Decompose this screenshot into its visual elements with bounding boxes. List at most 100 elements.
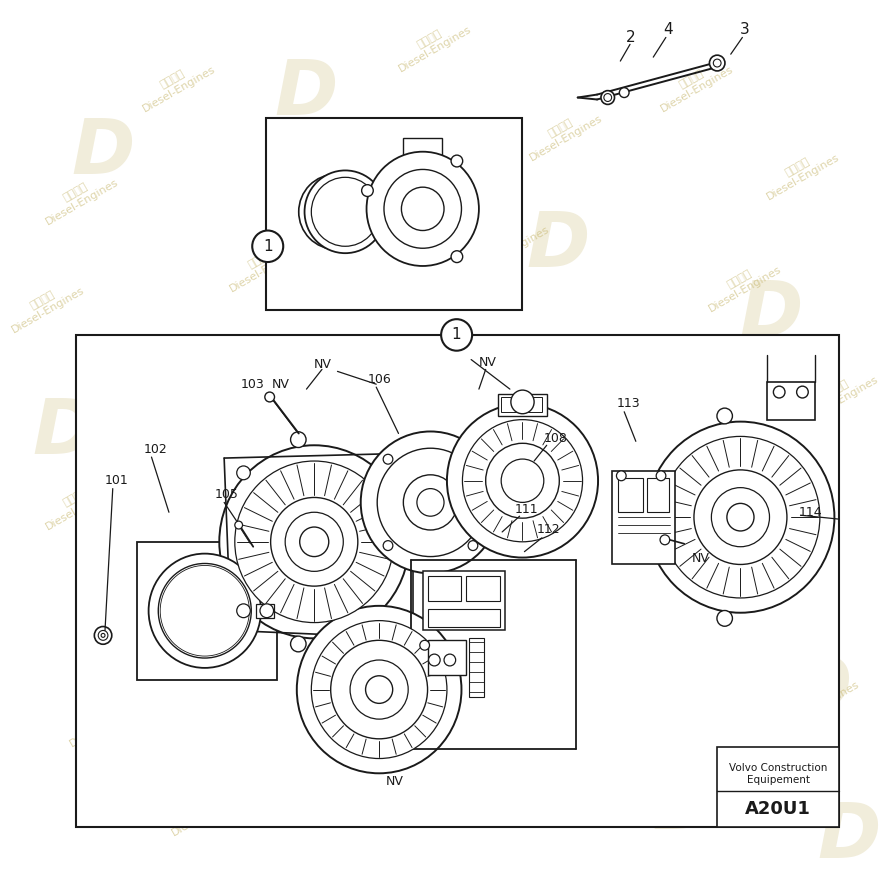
Bar [137, 542, 278, 680]
Circle shape [366, 676, 392, 703]
Bar [524, 397, 542, 411]
Bar [427, 576, 462, 601]
Circle shape [656, 470, 666, 481]
Text: 柴发动力
Diesel-Engines: 柴发动力 Diesel-Engines [289, 660, 372, 720]
Circle shape [271, 498, 358, 586]
Circle shape [235, 522, 243, 529]
Circle shape [797, 386, 808, 398]
Text: 柴发动力
Diesel-Engines: 柴发动力 Diesel-Engines [469, 214, 551, 274]
Circle shape [181, 586, 229, 635]
Circle shape [164, 569, 246, 652]
Text: 4: 4 [663, 22, 673, 37]
Circle shape [464, 611, 471, 619]
Circle shape [309, 184, 362, 240]
Circle shape [463, 419, 583, 542]
Circle shape [468, 541, 478, 551]
Bar [427, 609, 500, 626]
Text: D: D [120, 653, 183, 727]
Circle shape [486, 443, 559, 518]
Text: 112: 112 [537, 523, 561, 537]
Circle shape [601, 91, 614, 105]
Text: D: D [527, 210, 590, 284]
Circle shape [694, 470, 787, 565]
Text: 111: 111 [514, 503, 538, 515]
Bar [466, 576, 500, 601]
Bar [498, 394, 546, 416]
Circle shape [98, 631, 108, 640]
Bar [76, 335, 839, 827]
Text: 3: 3 [740, 22, 749, 37]
Circle shape [331, 640, 427, 739]
Text: NV: NV [479, 356, 497, 369]
Bar [427, 640, 466, 675]
Text: 柴发动力
Diesel-Engines: 柴发动力 Diesel-Engines [4, 276, 86, 336]
Text: D: D [789, 653, 852, 727]
Text: 柴发动力
Diesel-Engines: 柴发动力 Diesel-Engines [779, 670, 861, 729]
Bar [266, 118, 522, 310]
Circle shape [447, 403, 598, 558]
Circle shape [160, 566, 249, 656]
Text: 113: 113 [617, 397, 640, 411]
Circle shape [304, 170, 386, 253]
Text: NV: NV [314, 358, 332, 371]
Circle shape [384, 455, 392, 464]
Bar [256, 603, 273, 618]
Circle shape [360, 432, 500, 574]
Text: 柴发动力
Diesel-Engines: 柴发动力 Diesel-Engines [614, 531, 696, 591]
Text: 柴发动力
Diesel-Engines: 柴发动力 Diesel-Engines [130, 581, 212, 640]
Circle shape [617, 470, 627, 481]
Circle shape [377, 448, 484, 557]
Bar [647, 478, 668, 512]
Text: Equipement: Equipement [747, 775, 810, 785]
Circle shape [350, 660, 409, 719]
Circle shape [285, 512, 344, 572]
Circle shape [468, 455, 478, 464]
Circle shape [451, 251, 463, 263]
Circle shape [441, 319, 472, 351]
Text: D: D [381, 712, 445, 786]
Text: 柴发动力
Diesel-Engines: 柴发动力 Diesel-Engines [522, 103, 604, 163]
Text: 1: 1 [452, 328, 461, 343]
Circle shape [711, 487, 770, 547]
Text: 106: 106 [368, 373, 392, 386]
Circle shape [661, 436, 820, 598]
Circle shape [265, 392, 274, 402]
Circle shape [299, 174, 372, 249]
Text: 柴发动力
Diesel-Engines: 柴发动力 Diesel-Engines [662, 744, 745, 803]
Text: D: D [817, 800, 880, 874]
Circle shape [384, 169, 462, 248]
Text: D: D [71, 115, 134, 189]
Text: 柴发动力
Diesel-Engines: 柴发动力 Diesel-Engines [701, 254, 783, 314]
Circle shape [713, 59, 721, 67]
Text: D: D [275, 56, 338, 130]
Circle shape [401, 187, 444, 231]
Circle shape [252, 231, 283, 262]
Circle shape [603, 93, 611, 101]
Circle shape [237, 466, 250, 480]
Text: 柴发动力
Diesel-Engines: 柴发动力 Diesel-Engines [759, 143, 842, 203]
Circle shape [717, 408, 732, 424]
Circle shape [451, 155, 463, 167]
Text: 柴发动力
Diesel-Engines: 柴发动力 Diesel-Engines [362, 552, 444, 611]
Text: 105: 105 [214, 488, 239, 501]
Circle shape [318, 194, 353, 230]
Text: 柴发动力
Diesel-Engines: 柴发动力 Diesel-Engines [653, 54, 735, 114]
Text: 108: 108 [544, 432, 568, 445]
Text: 柴发动力
Diesel-Engines: 柴发动力 Diesel-Engines [101, 374, 182, 433]
Text: 114: 114 [798, 506, 822, 519]
Text: 柴发动力
Diesel-Engines: 柴发动力 Diesel-Engines [798, 364, 880, 424]
Circle shape [219, 445, 409, 639]
Circle shape [326, 202, 345, 222]
Circle shape [361, 185, 373, 196]
Text: 柴发动力
Diesel-Engines: 柴发动力 Diesel-Engines [392, 14, 473, 74]
Text: D: D [652, 771, 716, 845]
Text: 柴发动力
Diesel-Engines: 柴发动力 Diesel-Engines [134, 54, 217, 114]
Circle shape [709, 56, 725, 71]
Circle shape [149, 553, 261, 668]
Text: NV: NV [692, 552, 709, 565]
Text: 柴发动力
Diesel-Engines: 柴发动力 Diesel-Engines [755, 461, 837, 521]
Circle shape [169, 574, 240, 648]
Circle shape [417, 489, 444, 516]
Text: D: D [295, 485, 358, 559]
Bar [423, 572, 505, 631]
